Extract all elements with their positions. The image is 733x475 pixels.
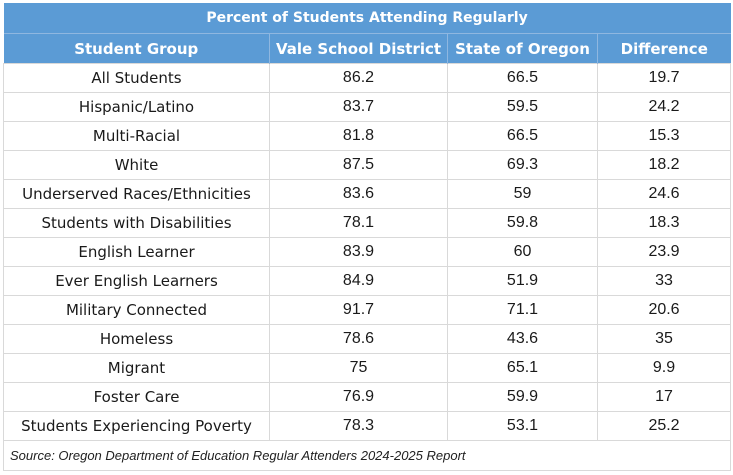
cell-state-of-oregon: 60 bbox=[447, 237, 598, 267]
cell-state-of-oregon: 59.5 bbox=[447, 92, 598, 122]
table-row: Ever English Learners 84.9 51.9 33 bbox=[3, 266, 732, 296]
column-header-vale-school-district: Vale School District bbox=[269, 33, 448, 64]
table-row: White 87.5 69.3 18.2 bbox=[3, 150, 732, 180]
cell-state-of-oregon: 43.6 bbox=[447, 324, 598, 354]
attendance-table-container: Percent of Students Attending Regularly … bbox=[2, 3, 732, 471]
cell-difference: 15.3 bbox=[596, 121, 732, 151]
table-row: Students Experiencing Poverty 78.3 53.1 25.… bbox=[3, 411, 732, 441]
cell-student-group: Military Connected bbox=[3, 295, 270, 325]
cell-vale-school-district: 78.6 bbox=[269, 324, 448, 354]
cell-vale-school-district: 83.9 bbox=[269, 237, 448, 267]
cell-vale-school-district: 86.2 bbox=[269, 63, 448, 93]
cell-vale-school-district: 87.5 bbox=[269, 150, 448, 180]
cell-student-group: Underserved Races/Ethnicities bbox=[3, 179, 270, 209]
cell-difference: 24.6 bbox=[596, 179, 732, 209]
cell-difference: 33 bbox=[596, 266, 732, 296]
cell-state-of-oregon: 59.8 bbox=[447, 208, 598, 238]
cell-difference: 9.9 bbox=[596, 353, 732, 383]
cell-difference: 17 bbox=[596, 382, 732, 412]
table-row: English Learner 83.9 60 23.9 bbox=[3, 237, 732, 267]
cell-vale-school-district: 84.9 bbox=[269, 266, 448, 296]
table-row: All Students 86.2 66.5 19.7 bbox=[3, 63, 732, 93]
table-title-row: Percent of Students Attending Regularly bbox=[3, 3, 731, 34]
table-row: Students with Disabilities 78.1 59.8 18.3 bbox=[3, 208, 732, 238]
cell-vale-school-district: 78.1 bbox=[269, 208, 448, 238]
table-row: Homeless 78.6 43.6 35 bbox=[3, 324, 732, 354]
cell-student-group: Hispanic/Latino bbox=[3, 92, 270, 122]
cell-vale-school-district: 91.7 bbox=[269, 295, 448, 325]
cell-student-group: Students with Disabilities bbox=[3, 208, 270, 238]
cell-difference: 24.2 bbox=[596, 92, 732, 122]
cell-difference: 35 bbox=[596, 324, 732, 354]
cell-state-of-oregon: 59.9 bbox=[447, 382, 598, 412]
cell-difference: 18.3 bbox=[596, 208, 732, 238]
cell-difference: 19.7 bbox=[596, 63, 732, 93]
cell-difference: 20.6 bbox=[596, 295, 732, 325]
cell-state-of-oregon: 66.5 bbox=[447, 121, 598, 151]
cell-difference: 25.2 bbox=[596, 411, 732, 441]
table-row: Underserved Races/Ethnicities 83.6 59 24.6 bbox=[3, 179, 732, 209]
cell-student-group: White bbox=[3, 150, 270, 180]
cell-vale-school-district: 78.3 bbox=[269, 411, 448, 441]
cell-state-of-oregon: 66.5 bbox=[447, 63, 598, 93]
cell-vale-school-district: 76.9 bbox=[269, 382, 448, 412]
cell-state-of-oregon: 69.3 bbox=[447, 150, 598, 180]
cell-student-group: Foster Care bbox=[3, 382, 270, 412]
cell-state-of-oregon: 51.9 bbox=[447, 266, 598, 296]
column-header-row: Student Group Vale School District State… bbox=[3, 33, 731, 64]
cell-difference: 23.9 bbox=[596, 237, 732, 267]
table-row: Multi-Racial 81.8 66.5 15.3 bbox=[3, 121, 732, 151]
cell-vale-school-district: 83.7 bbox=[269, 92, 448, 122]
cell-state-of-oregon: 71.1 bbox=[447, 295, 598, 325]
cell-student-group: Migrant bbox=[3, 353, 270, 383]
table-title: Percent of Students Attending Regularly bbox=[3, 3, 731, 34]
cell-student-group: Students Experiencing Poverty bbox=[3, 411, 270, 441]
attendance-table: Percent of Students Attending Regularly … bbox=[2, 3, 732, 471]
column-header-student-group: Student Group bbox=[3, 33, 270, 64]
cell-student-group: Multi-Racial bbox=[3, 121, 270, 151]
cell-vale-school-district: 81.8 bbox=[269, 121, 448, 151]
table-row: Military Connected 91.7 71.1 20.6 bbox=[3, 295, 732, 325]
cell-student-group: Ever English Learners bbox=[3, 266, 270, 296]
table-row: Foster Care 76.9 59.9 17 bbox=[3, 382, 732, 412]
cell-state-of-oregon: 65.1 bbox=[447, 353, 598, 383]
source-note: Source: Oregon Department of Education R… bbox=[2, 440, 732, 471]
column-header-difference: Difference bbox=[596, 33, 731, 64]
cell-student-group: All Students bbox=[3, 63, 270, 93]
column-header-state-of-oregon: State of Oregon bbox=[447, 33, 598, 64]
cell-student-group: Homeless bbox=[3, 324, 270, 354]
cell-state-of-oregon: 53.1 bbox=[447, 411, 598, 441]
cell-vale-school-district: 83.6 bbox=[269, 179, 448, 209]
cell-vale-school-district: 75 bbox=[269, 353, 448, 383]
table-row: Migrant 75 65.1 9.9 bbox=[3, 353, 732, 383]
cell-state-of-oregon: 59 bbox=[447, 179, 598, 209]
cell-student-group: English Learner bbox=[3, 237, 270, 267]
source-row: Source: Oregon Department of Education R… bbox=[2, 440, 732, 471]
cell-difference: 18.2 bbox=[596, 150, 732, 180]
table-row: Hispanic/Latino 83.7 59.5 24.2 bbox=[3, 92, 732, 122]
